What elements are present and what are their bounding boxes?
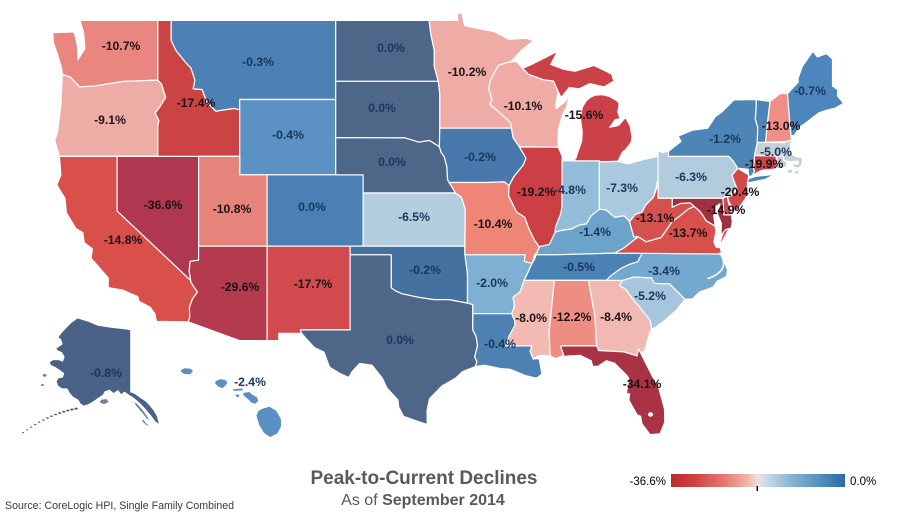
svg-text:-0.4%: -0.4% — [272, 128, 304, 142]
svg-text:-5.2%: -5.2% — [634, 289, 666, 303]
svg-text:-13.1%: -13.1% — [636, 211, 675, 225]
svg-text:-10.8%: -10.8% — [213, 202, 252, 216]
svg-text:-14.8%: -14.8% — [104, 233, 143, 247]
svg-text:Source: CoreLogic HPI, Single: Source: CoreLogic HPI, Single Family Com… — [5, 500, 234, 512]
svg-text:-34.1%: -34.1% — [623, 377, 662, 391]
svg-text:-0.8%: -0.8% — [90, 366, 122, 380]
svg-text:-6.3%: -6.3% — [675, 170, 707, 184]
svg-text:-36.6%: -36.6% — [144, 198, 183, 212]
svg-text:-5.0%: -5.0% — [760, 145, 792, 159]
svg-text:-20.4%: -20.4% — [721, 185, 760, 199]
svg-text:-6.5%: -6.5% — [398, 210, 430, 224]
svg-text:-8.4%: -8.4% — [600, 310, 632, 324]
svg-text:-0.2%: -0.2% — [464, 150, 496, 164]
svg-text:-0.5%: -0.5% — [563, 260, 595, 274]
svg-text:-0.7%: -0.7% — [794, 84, 826, 98]
svg-text:-1.2%: -1.2% — [709, 132, 741, 146]
svg-text:-15.6%: -15.6% — [565, 108, 604, 122]
svg-text:-19.2%: -19.2% — [517, 185, 556, 199]
svg-text:-12.2%: -12.2% — [553, 310, 592, 324]
svg-text:-10.2%: -10.2% — [448, 65, 487, 79]
svg-text:-29.6%: -29.6% — [221, 280, 260, 294]
svg-text:As of September 2014: As of September 2014 — [341, 492, 505, 509]
svg-text:-13.7%: -13.7% — [669, 226, 708, 240]
svg-text:0.0%: 0.0% — [850, 476, 876, 488]
svg-text:-10.7%: -10.7% — [102, 39, 141, 53]
svg-text:0.0%: 0.0% — [378, 155, 406, 169]
svg-text:-17.4%: -17.4% — [177, 96, 216, 110]
svg-text:-17.7%: -17.7% — [294, 277, 333, 291]
svg-text:-9.1%: -9.1% — [94, 113, 126, 127]
svg-text:-8.0%: -8.0% — [515, 311, 547, 325]
svg-text:-2.4%: -2.4% — [234, 375, 266, 389]
svg-text:-3.4%: -3.4% — [648, 264, 680, 278]
svg-text:0.0%: 0.0% — [386, 333, 414, 347]
svg-text:-2.0%: -2.0% — [476, 276, 508, 290]
svg-text:-0.2%: -0.2% — [409, 263, 441, 277]
svg-text:-14.9%: -14.9% — [707, 203, 746, 217]
svg-text:0.0%: 0.0% — [298, 200, 326, 214]
svg-text:-13.0%: -13.0% — [762, 119, 801, 133]
svg-text:-10.4%: -10.4% — [474, 217, 513, 231]
svg-text:Peak-to-Current Declines: Peak-to-Current Declines — [310, 468, 537, 489]
svg-text:-1.4%: -1.4% — [579, 225, 611, 239]
svg-text:0.0%: 0.0% — [368, 101, 396, 115]
svg-text:0.0%: 0.0% — [377, 41, 405, 55]
svg-text:-10.1%: -10.1% — [504, 99, 543, 113]
svg-text:-36.6%: -36.6% — [630, 476, 666, 488]
svg-text:-7.3%: -7.3% — [606, 181, 638, 195]
svg-text:-19.9%: -19.9% — [745, 157, 784, 171]
svg-text:-0.4%: -0.4% — [484, 337, 516, 351]
svg-text:-4.8%: -4.8% — [554, 183, 586, 197]
svg-text:-0.3%: -0.3% — [242, 55, 274, 69]
